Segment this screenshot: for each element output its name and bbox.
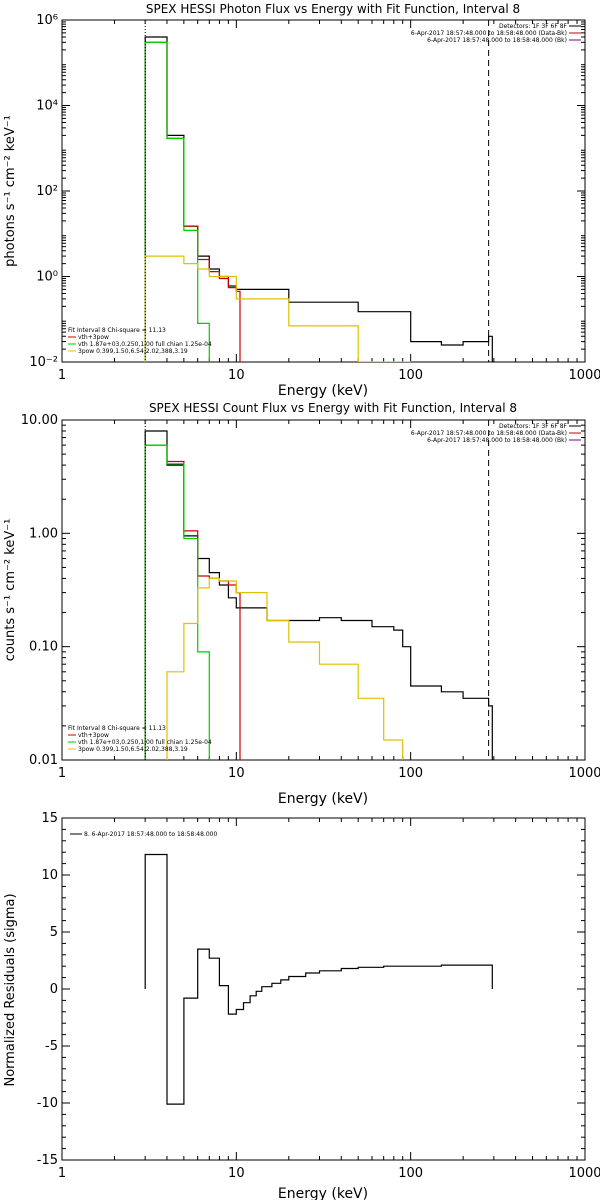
count-flux-x-tick-label: 10 — [228, 766, 245, 781]
residuals-plot-frame — [61, 817, 586, 1161]
residuals-x-tick-label: 10 — [228, 1166, 245, 1181]
residuals-series-0 — [144, 853, 493, 1105]
count-flux-y-tick-label: 0.10 — [29, 640, 58, 655]
count-flux-series-2 — [144, 444, 210, 760]
photon-flux-legend-bl-entry: Fit Interval 8 Chi-square = 11.13 — [68, 327, 166, 334]
count-flux-legend-bl-entry: vth 1.87e+03,0.250,1.00 full chian 1.25e… — [78, 739, 212, 746]
count-flux-series-1 — [144, 444, 241, 760]
photon-flux-x-tick-label: 10 — [228, 368, 245, 383]
count-flux-x-axis-label: Energy (keV) — [278, 791, 368, 807]
residuals-y-tick-label: -15 — [37, 1153, 58, 1168]
residuals-x-axis-label: Energy (keV) — [278, 1186, 368, 1200]
photon-flux-title: SPEX HESSI Photon Flux vs Energy with Fi… — [146, 2, 520, 16]
photon-flux-y-tick-label: 10⁶ — [36, 13, 58, 28]
photon-flux-series-3 — [144, 255, 412, 362]
count-flux-legend-bl-entry: Fit Interval 8 Chi-square = 11.13 — [68, 725, 166, 732]
count-flux-panel: SPEX HESSI Count Flux vs Energy with Fit… — [3, 401, 600, 807]
photon-flux-y-tick-label: 10⁻² — [29, 355, 58, 370]
count-flux-legend-tr-entry: Detectors: 1F 3F 6F 8F — [499, 423, 568, 430]
photon-flux-series-1 — [144, 41, 241, 362]
count-flux-legend-bl-entry: vth+3pow — [78, 732, 109, 739]
photon-flux-x-tick-label: 1 — [58, 368, 66, 383]
count-flux-legend-tr-entry: 6-Apr-2017 18:57:48.000 to 18:58:48.000 … — [427, 437, 567, 444]
count-flux-x-tick-label: 1000 — [568, 766, 600, 781]
residuals-y-axis-label: Normalized Residuals (sigma) — [3, 893, 18, 1086]
photon-flux-plot-frame — [61, 19, 586, 363]
count-flux-y-tick-label: 10.00 — [21, 413, 58, 428]
count-flux-legend-bl-entry: 3pow 0.399,1.50,6.54,2.02,388,3.19 — [78, 746, 188, 753]
photon-flux-y-tick-label: 10² — [36, 184, 58, 199]
count-flux-x-tick-label: 100 — [398, 766, 423, 781]
count-flux-y-tick-label: 1.00 — [29, 526, 58, 541]
photon-flux-legend-tr-entry: 6-Apr-2017 18:57:48.000 to 18:58:48.000 … — [427, 37, 567, 44]
photon-flux-legend-tr-entry: Detectors: 1F 3F 6F 8F — [499, 23, 568, 30]
count-flux-y-axis-label: counts s⁻¹ cm⁻² keV⁻¹ — [3, 519, 18, 662]
residuals-y-tick-label: 5 — [50, 925, 58, 940]
residuals-y-tick-label: 15 — [41, 811, 58, 826]
residuals-y-tick-label: -10 — [37, 1096, 58, 1111]
photon-flux-panel: SPEX HESSI Photon Flux vs Energy with Fi… — [3, 2, 600, 399]
photon-flux-legend-bl-entry: vth+3pow — [78, 334, 109, 341]
count-flux-x-tick-label: 1 — [58, 766, 66, 781]
photon-flux-legend-bl-entry: 3pow 0.399,1.50,6.54,2.02,388,3.19 — [78, 348, 188, 355]
residuals-legend-tl-entry: 8. 6-Apr-2017 18:57:48.000 to 18:58:48.0… — [84, 831, 217, 838]
photon-flux-x-axis-label: Energy (keV) — [278, 383, 368, 399]
count-flux-plot-frame — [61, 419, 586, 761]
residuals-y-tick-label: 10 — [41, 868, 58, 883]
photon-flux-legend-tr-entry: 6-Apr-2017 18:57:48.000 to 18:58:48.000 … — [411, 30, 567, 37]
count-flux-series-3 — [166, 577, 404, 760]
residuals-x-tick-label: 1000 — [568, 1166, 600, 1181]
residuals-panel: 1 10 100 1000 -15 -10 -5 0 5 10 15 Energy (keV) No… — [3, 811, 600, 1200]
photon-flux-y-tick-label: 10⁴ — [36, 99, 58, 114]
residuals-y-tick-label: 0 — [50, 982, 58, 997]
photon-flux-series-2 — [144, 41, 210, 362]
photon-flux-x-tick-label: 1000 — [568, 368, 600, 383]
photon-flux-y-axis-label: photons s⁻¹ cm⁻² keV⁻¹ — [3, 115, 18, 267]
photon-flux-legend-bl-entry: vth 1.87e+03,0.250,1.00 full chian 1.25e… — [78, 341, 212, 348]
count-flux-y-tick-label: 0.01 — [29, 753, 58, 768]
residuals-x-tick-label: 100 — [398, 1166, 423, 1181]
residuals-y-tick-label: -5 — [45, 1039, 58, 1054]
photon-flux-y-tick-label: 10⁰ — [36, 270, 58, 285]
residuals-x-tick-label: 1 — [58, 1166, 66, 1181]
photon-flux-x-tick-label: 100 — [398, 368, 423, 383]
count-flux-legend-tr-entry: 6-Apr-2017 18:57:48.000 to 18:58:48.000 … — [411, 430, 567, 437]
count-flux-title: SPEX HESSI Count Flux vs Energy with Fit… — [149, 401, 517, 415]
